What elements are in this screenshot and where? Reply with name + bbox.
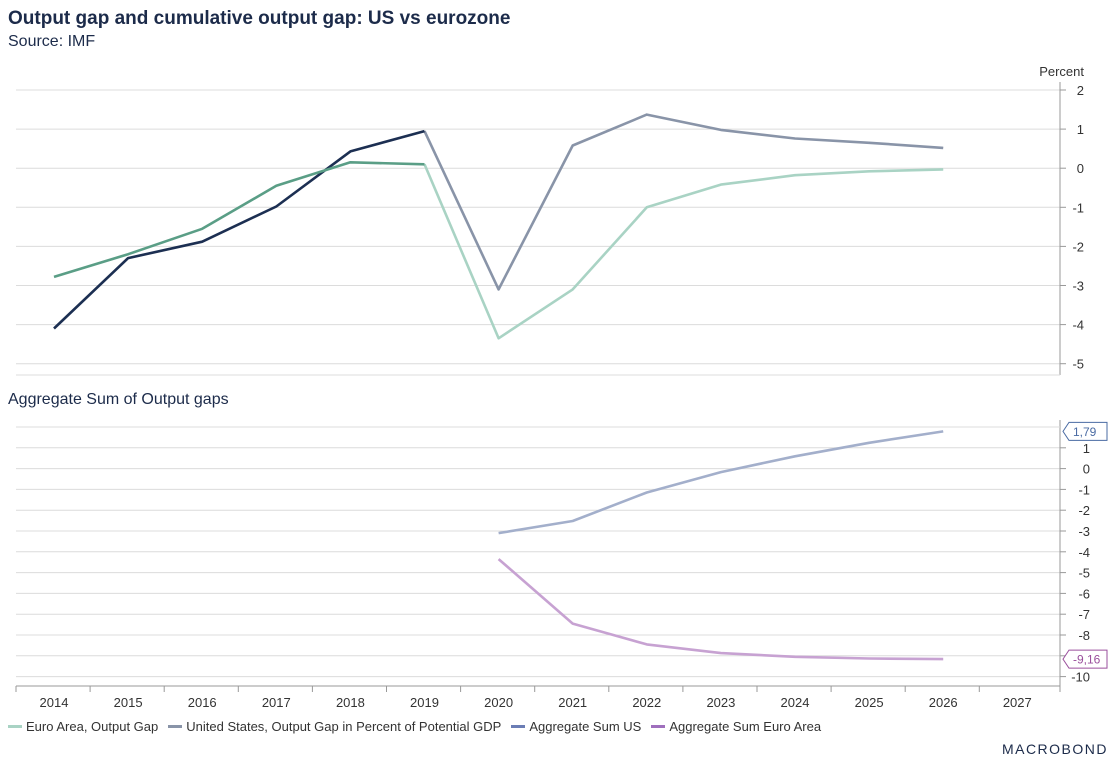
x-tick-label: 2017: [262, 695, 291, 710]
end-value-box: [1062, 421, 1108, 441]
legend: Euro Area, Output Gap United States, Outp…: [8, 719, 821, 734]
legend-label: Aggregate Sum Euro Area: [669, 719, 822, 734]
y-tick-label-bottom: -1: [1078, 482, 1090, 497]
y-tick-label-bottom: -10: [1071, 670, 1090, 685]
y-axis-label: Percent: [1039, 64, 1084, 79]
x-tick-label: 2015: [114, 695, 143, 710]
x-tick-label: 2020: [484, 695, 513, 710]
chart-title: Output gap and cumulative output gap: US…: [8, 8, 511, 29]
series-line-projection: [423, 163, 944, 340]
y-tick-label-top: -5: [1072, 357, 1084, 372]
chart-subtitle: Source: IMF: [8, 33, 96, 50]
x-tick-label: 2021: [558, 695, 587, 710]
series-line: [497, 558, 944, 661]
y-tick-label-bottom: -5: [1078, 566, 1090, 581]
y-tick-label-bottom: -7: [1078, 607, 1090, 622]
panel-title-aggregate: Aggregate Sum of Output gaps: [8, 391, 229, 408]
x-tick-label: 2014: [40, 695, 69, 710]
legend-item: Aggregate Sum US: [511, 719, 641, 734]
y-tick-label-bottom: 0: [1083, 462, 1090, 477]
x-tick-label: 2023: [706, 695, 735, 710]
end-value-label: 1,79: [1073, 425, 1097, 439]
y-tick-label-bottom: -3: [1078, 524, 1090, 539]
legend-label: Euro Area, Output Gap: [26, 719, 159, 734]
x-tick-label: 2025: [855, 695, 884, 710]
y-tick-label-top: -4: [1072, 318, 1084, 333]
legend-label: United States, Output Gap in Percent of …: [186, 719, 502, 734]
series-line: [498, 430, 944, 535]
y-tick-label-bottom: -4: [1078, 545, 1090, 560]
end-value-box: [1062, 649, 1108, 669]
x-tick-label: 2024: [781, 695, 810, 710]
legend-label: Aggregate Sum US: [529, 719, 642, 734]
y-tick-label-bottom: -6: [1078, 586, 1090, 601]
y-tick-label-top: -1: [1072, 200, 1084, 215]
end-value-label: -9,16: [1073, 653, 1101, 667]
legend-swatch: [8, 725, 22, 728]
legend-item: Euro Area, Output Gap: [8, 719, 158, 734]
y-tick-label-top: 0: [1077, 161, 1084, 176]
y-tick-label-bottom: 1: [1083, 441, 1090, 456]
x-tick-label: 2016: [188, 695, 217, 710]
x-tick-label: 2018: [336, 695, 365, 710]
x-tick-label: 2026: [929, 695, 958, 710]
y-tick-label-top: -3: [1072, 279, 1084, 294]
x-tick-label: 2019: [410, 695, 439, 710]
series-line: [53, 129, 425, 330]
macrobond-logo: MACROBOND: [1001, 741, 1108, 757]
legend-swatch: [651, 725, 666, 728]
y-tick-label-bottom: -8: [1078, 628, 1090, 643]
x-tick-label: 2022: [632, 695, 661, 710]
series-line-projection: [423, 113, 944, 291]
y-tick-label-bottom: -2: [1078, 503, 1090, 518]
legend-item: United States, Output Gap in Percent of …: [168, 719, 501, 734]
legend-item: Aggregate Sum Euro Area: [651, 719, 821, 734]
y-tick-label-top: 2: [1077, 83, 1084, 98]
y-tick-label-top: -2: [1072, 239, 1084, 254]
legend-swatch: [511, 725, 526, 728]
y-tick-label-top: 1: [1077, 122, 1084, 137]
legend-swatch: [168, 725, 183, 728]
series-line: [53, 161, 425, 279]
x-tick-label: 2027: [1003, 695, 1032, 710]
